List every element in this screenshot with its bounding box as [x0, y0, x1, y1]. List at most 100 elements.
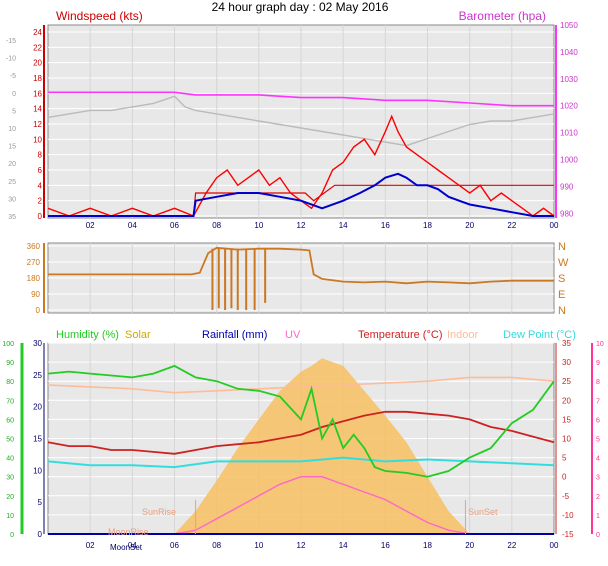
gust-tick-label: 20 — [8, 161, 16, 168]
temperature-line — [47, 410, 555, 455]
x-tick-label: 02 — [86, 541, 95, 550]
moonset-label: MoonSet — [110, 543, 143, 552]
direction-tick-label: 90 — [31, 290, 40, 299]
windspeed-tick-label: 20 — [33, 59, 42, 68]
uv-tick-label: 7 — [596, 398, 600, 405]
humidity-tick-label: 10 — [6, 513, 14, 520]
uv-tick-label: 2 — [596, 494, 600, 501]
legend-entry: UV — [285, 329, 301, 341]
humidity-tick-label: 30 — [6, 475, 14, 482]
gust-tick-label: 5 — [12, 108, 16, 115]
uv-tick-label: 3 — [596, 475, 600, 482]
barometer-tick-label: 990 — [560, 182, 574, 191]
barometer-tick-label: 1010 — [560, 129, 578, 138]
legend-entry: Rainfall (mm) — [202, 329, 267, 341]
inner-tick-label: 5 — [38, 498, 43, 507]
windspeed-tick-label: 6 — [38, 166, 43, 175]
inner-tick-label: 0 — [38, 530, 43, 539]
legend-entry: Indoor — [447, 329, 479, 341]
x-tick-label: 22 — [507, 541, 516, 550]
direction-gridlines — [48, 243, 554, 313]
temperature-tick-label: -10 — [562, 511, 574, 520]
legend-entry: Humidity (%) — [56, 329, 119, 341]
direction-tick-label: 270 — [27, 258, 41, 267]
temperature-tick-label: -15 — [562, 530, 574, 539]
average-wind-line — [48, 172, 554, 217]
gust-tick-label: 10 — [8, 126, 16, 133]
windspeed-tick-label: 16 — [33, 89, 42, 98]
compass-tick-label: W — [558, 257, 569, 269]
uv-tick-label: 9 — [596, 360, 600, 367]
humidity-line — [47, 364, 555, 478]
barometer-tick-label: 1040 — [560, 48, 578, 57]
x-tick-label: 18 — [423, 221, 432, 230]
windspeed-tick-label: 14 — [33, 105, 42, 114]
windspeed-tick-label: 8 — [38, 151, 43, 160]
direction-line — [48, 246, 554, 285]
x-tick-label: 00 — [550, 541, 559, 550]
direction-series — [48, 246, 554, 310]
temperature-tick-label: 0 — [562, 473, 567, 482]
legend-entry: Dew Point (°C) — [503, 329, 576, 341]
moonrise-label: MoonRise — [108, 527, 149, 537]
inner-tick-label: 20 — [33, 403, 42, 412]
temperature-tick-label: 35 — [562, 339, 571, 348]
legend-entry: Solar — [125, 329, 151, 341]
compass-tick-label: S — [558, 273, 565, 285]
inner-tick-label: 25 — [33, 371, 42, 380]
barometer-tick-label: 1030 — [560, 75, 578, 84]
windspeed-tick-label: 4 — [38, 181, 43, 190]
inner-tick-label: 30 — [33, 339, 42, 348]
x-tick-label: 12 — [297, 541, 306, 550]
barometer-axis: 980 990 1000 1010 1020 1030 1040 1050 — [555, 21, 578, 218]
temperature-tick-label: -5 — [562, 492, 570, 501]
humidity-tick-label: 0 — [10, 532, 14, 539]
inner-tick-label: 15 — [33, 435, 42, 444]
direction-tick-label: 0 — [36, 306, 41, 315]
climate-legend: Humidity (%) Solar Rainfall (mm) UV Temperat… — [56, 329, 576, 341]
x-tick-label: 10 — [254, 221, 263, 230]
barometer-tick-label: 1020 — [560, 102, 578, 111]
x-tick-label: 22 — [507, 221, 516, 230]
indoor-line — [47, 376, 555, 394]
uv-tick-label: 10 — [596, 341, 604, 348]
climate-annotations: SunRise SunSet MoonRise MoonSet — [108, 500, 498, 552]
barometer-line — [48, 91, 554, 107]
x-tick-label: 08 — [212, 221, 221, 230]
uv-tick-label: 5 — [596, 437, 600, 444]
windspeed-tick-label: 22 — [33, 43, 42, 52]
windspeed-tick-label: 18 — [33, 74, 42, 83]
temperature-tick-label: 20 — [562, 396, 571, 405]
humidity-tick-label: 50 — [6, 437, 14, 444]
uv-tick-label: 0 — [596, 532, 600, 539]
climate-x-axis: 02 04 06 08 10 12 14 16 18 20 22 00 — [86, 541, 559, 550]
x-tick-label: 18 — [423, 541, 432, 550]
humidity-tick-label: 100 — [2, 341, 14, 348]
temperature-axis: -15 -10 -5 0 5 10 15 20 25 30 35 — [555, 339, 574, 539]
uv-tick-label: 8 — [596, 379, 600, 386]
x-tick-label: 16 — [381, 221, 390, 230]
barometer-label: Barometer (hpa) — [459, 9, 546, 23]
x-tick-label: 06 — [170, 221, 179, 230]
x-tick-label: 12 — [297, 221, 306, 230]
x-tick-label: 08 — [212, 541, 221, 550]
barometer-tick-label: 1000 — [560, 156, 578, 165]
x-tick-label: 06 — [170, 541, 179, 550]
sunrise-label: SunRise — [142, 507, 176, 517]
x-tick-label: 04 — [128, 221, 137, 230]
humidity-tick-label: 40 — [6, 456, 14, 463]
solar-area — [48, 358, 554, 534]
compass-tick-label: N — [558, 241, 566, 253]
windspeed-label: Windspeed (kts) — [56, 9, 143, 23]
gust-line — [47, 95, 555, 147]
compass-tick-label: N — [558, 305, 566, 317]
x-tick-label: 14 — [339, 221, 348, 230]
temperature-tick-label: 15 — [562, 415, 571, 424]
gust-tick-label: -10 — [6, 56, 16, 63]
windspeed-tick-label: 12 — [33, 120, 42, 129]
